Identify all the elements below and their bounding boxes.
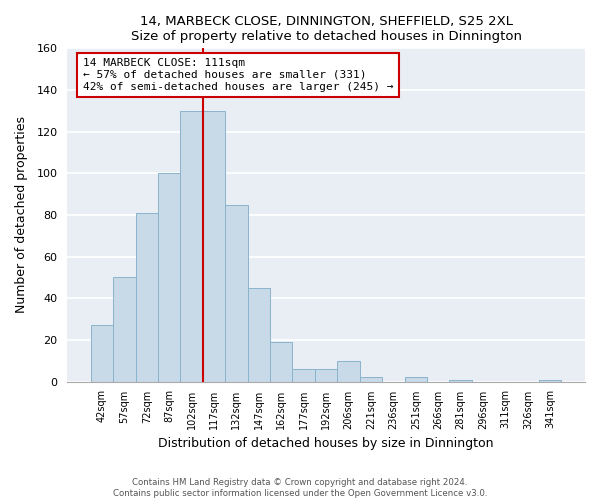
Bar (225, 204, 248, 382)
Bar (337, 361, 360, 382)
Bar (113, 278, 136, 382)
Bar (203, 111, 225, 382)
Text: 14 MARBECK CLOSE: 111sqm
← 57% of detached houses are smaller (331)
42% of semi-: 14 MARBECK CLOSE: 111sqm ← 57% of detach… (83, 58, 393, 92)
Title: 14, MARBECK CLOSE, DINNINGTON, SHEFFIELD, S25 2XL
Size of property relative to d: 14, MARBECK CLOSE, DINNINGTON, SHEFFIELD… (131, 15, 521, 43)
Bar (292, 369, 315, 382)
Bar (404, 378, 427, 382)
Bar (315, 369, 337, 382)
Bar (539, 380, 562, 382)
Bar (158, 174, 181, 382)
Bar (248, 288, 270, 382)
Bar (181, 111, 203, 382)
Bar (270, 342, 292, 382)
Y-axis label: Number of detached properties: Number of detached properties (15, 116, 28, 314)
Bar (136, 213, 158, 382)
Bar (91, 326, 113, 382)
Text: Contains HM Land Registry data © Crown copyright and database right 2024.
Contai: Contains HM Land Registry data © Crown c… (113, 478, 487, 498)
Bar (449, 380, 472, 382)
Bar (360, 378, 382, 382)
X-axis label: Distribution of detached houses by size in Dinnington: Distribution of detached houses by size … (158, 437, 494, 450)
